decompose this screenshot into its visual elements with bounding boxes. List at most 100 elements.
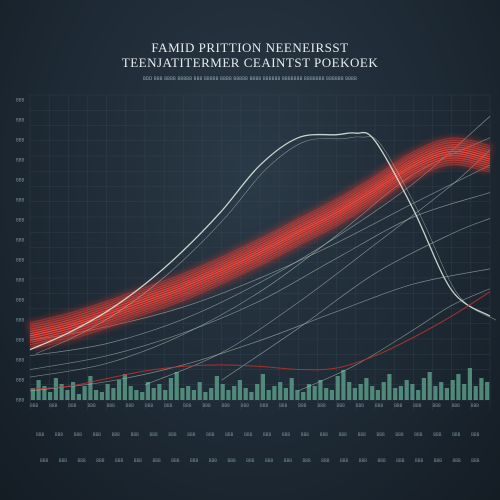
x-tick-label: BBB xyxy=(30,403,38,408)
bar xyxy=(439,382,444,400)
bar xyxy=(145,382,150,400)
bar xyxy=(157,384,162,400)
bar xyxy=(197,382,202,400)
band-strand xyxy=(29,144,491,330)
bar xyxy=(410,384,415,400)
bar xyxy=(272,386,277,400)
bar xyxy=(232,386,237,400)
bar xyxy=(312,386,317,400)
bar xyxy=(427,372,432,400)
bar xyxy=(209,388,214,400)
bar xyxy=(295,390,300,400)
band-strand xyxy=(29,157,491,344)
x-tick-label: BBB xyxy=(244,432,252,437)
bar xyxy=(53,378,58,400)
chart-subtitle: TEENJATITERMER CEAINTST POEKOEK xyxy=(121,55,379,70)
x-tick-label: BBB xyxy=(190,458,198,463)
x-tick-label: BBB xyxy=(414,432,422,437)
bar-series xyxy=(30,368,490,400)
y-tick-label: BBB xyxy=(16,338,24,343)
x-tick-label: BBB xyxy=(112,432,120,437)
bar xyxy=(151,388,156,400)
x-tick-label: BBB xyxy=(203,403,211,408)
bar xyxy=(214,376,219,400)
bar xyxy=(42,386,47,400)
bar xyxy=(306,384,311,400)
y-tick-label: BBB xyxy=(16,118,24,123)
x-tick-label: BBB xyxy=(396,458,404,463)
bar xyxy=(381,382,386,400)
x-tick-label: BBB xyxy=(375,403,383,408)
x-tick-label: BBB xyxy=(78,458,86,463)
bar xyxy=(467,368,472,400)
bar xyxy=(266,390,271,400)
bar xyxy=(65,390,70,400)
bar xyxy=(433,386,438,400)
x-tick-label: BBB xyxy=(337,403,345,408)
bar xyxy=(301,392,306,400)
y-axis: BBB BBB BBB BBB BBB BBB BBB BBB BBB BBB BBB BBB BBB B… xyxy=(16,98,24,403)
x-tick-label: BBB xyxy=(59,458,67,463)
bar xyxy=(260,374,265,400)
bar xyxy=(444,388,449,400)
x-tick-label: BBB xyxy=(433,403,441,408)
bar xyxy=(94,390,99,400)
y-tick-label: BBB xyxy=(16,318,24,323)
x-tick-label: BBB xyxy=(301,432,309,437)
bar xyxy=(329,390,334,400)
x-tick-label: BBB xyxy=(131,432,139,437)
bar xyxy=(404,380,409,400)
bar xyxy=(30,388,35,400)
y-tick-label: BBB xyxy=(16,98,24,103)
bar xyxy=(278,382,283,400)
x-tick-label: BBB xyxy=(340,458,348,463)
bar xyxy=(479,378,484,400)
peak-series-echo xyxy=(35,136,497,354)
x-tick-label: BBB xyxy=(209,458,217,463)
band-strand xyxy=(29,159,491,346)
y-tick-label: BBB xyxy=(16,258,24,263)
bar xyxy=(416,390,421,400)
bar xyxy=(289,378,294,400)
x-tick-label: BBB xyxy=(260,403,268,408)
thin-series-line xyxy=(221,218,491,381)
x-tick-label: BBB xyxy=(183,403,191,408)
bar xyxy=(473,386,478,400)
x-tick-label: BBB xyxy=(321,458,329,463)
lower-series-line xyxy=(29,291,491,390)
x-tick-label: BBB xyxy=(358,432,366,437)
y-tick-label: BBB xyxy=(16,238,24,243)
x-tick-label: BBB xyxy=(394,403,402,408)
x-tick-label: BBB xyxy=(246,458,254,463)
x-tick-label: BBB xyxy=(471,458,479,463)
bar xyxy=(88,376,93,400)
thin-series-line xyxy=(29,192,491,370)
x-tick-label: BBB xyxy=(320,432,328,437)
bar xyxy=(237,380,242,400)
bar xyxy=(82,386,87,400)
x-tick-label: BBB xyxy=(225,432,233,437)
bar xyxy=(249,392,254,400)
chart-caption: BDD BBB BBBB BBBBB BBB BBBBB BBBB BBBBB … xyxy=(142,76,358,81)
band-strand xyxy=(29,161,491,348)
x-tick-label: BBB xyxy=(356,403,364,408)
band-strand xyxy=(29,150,491,337)
x-tick-label: BBB xyxy=(187,432,195,437)
band-strand xyxy=(29,163,491,350)
x-tick-label: BBB xyxy=(96,458,104,463)
y-tick-label: BBB xyxy=(16,158,24,163)
x-tick-label: BBB xyxy=(434,458,442,463)
bar xyxy=(186,386,191,400)
x-tick-label: BBB xyxy=(164,403,172,408)
x-tick-label: BBB xyxy=(284,458,292,463)
bar xyxy=(128,386,133,400)
thin-series-line xyxy=(29,268,491,392)
x-tick-label: BBB xyxy=(55,432,63,437)
peak-series xyxy=(29,131,497,354)
bar xyxy=(71,382,76,400)
x-tick-label: BBB xyxy=(263,432,271,437)
x-tick-label: BBB xyxy=(339,432,347,437)
chart-title: FAMID PRITTION NEENEIRSST xyxy=(151,40,349,55)
x-tick-label: BBB xyxy=(126,403,134,408)
bar xyxy=(324,388,329,400)
